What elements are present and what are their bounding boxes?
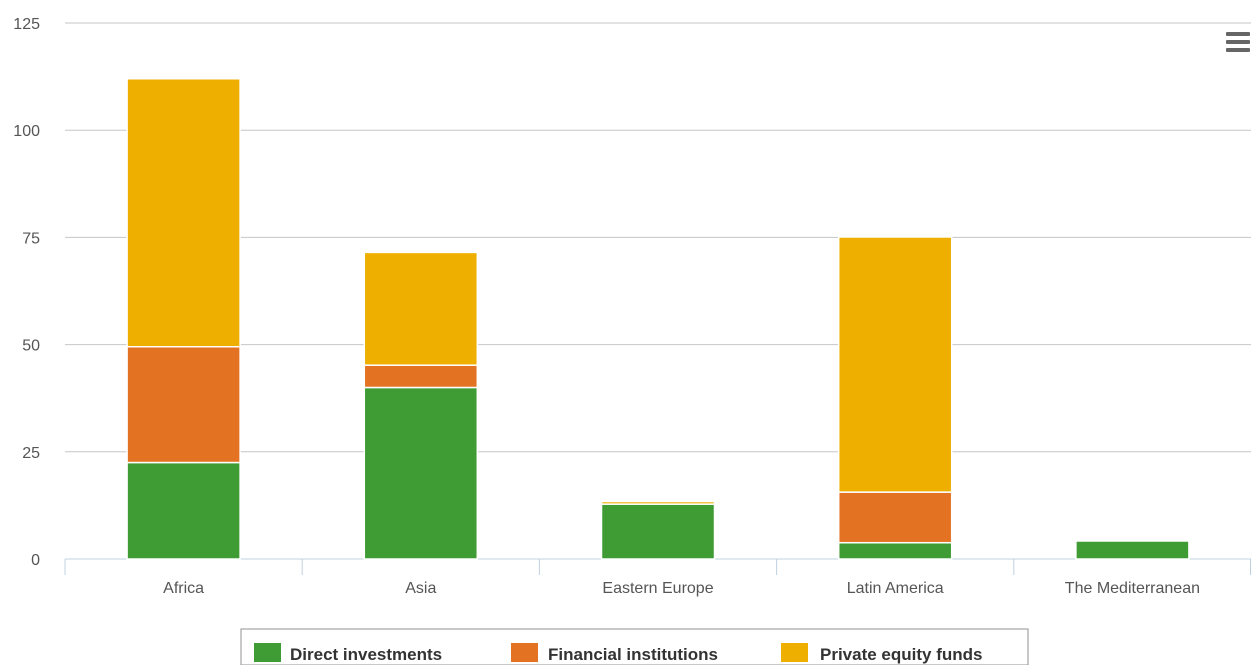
x-tick-label-asia: Asia [405,580,436,597]
bar-latin-america-financial-institutions[interactable] [839,492,952,543]
bar-eastern-europe-direct-investments[interactable] [602,504,715,559]
y-axis-tick-labels: 0 25 50 75 100 125 [13,16,40,569]
x-tick-label-eastern-europe: Eastern Europe [602,580,713,597]
x-tick-label-the-mediterranean: The Mediterranean [1065,580,1200,597]
y-tick-label-125: 125 [13,16,40,33]
bar-africa-direct-investments[interactable] [127,463,240,559]
y-tick-label-50: 50 [22,338,40,355]
bar-latin-america-direct-investments[interactable] [839,543,952,559]
legend: Direct investments Financial institution… [241,629,1028,665]
y-tick-label-75: 75 [22,230,40,247]
bars [127,79,1189,559]
bar-eastern-europe-private-equity-funds[interactable] [602,502,715,505]
legend-swatch-financial-institutions [511,643,538,662]
bar-africa-private-equity-funds[interactable] [127,79,240,347]
legend-label-direct-investments: Direct investments [290,645,442,664]
legend-swatch-direct-investments [254,643,281,662]
bar-asia-direct-investments[interactable] [364,387,477,559]
legend-label-private-equity-funds: Private equity funds [820,645,982,664]
bar-asia-private-equity-funds[interactable] [364,252,477,365]
x-axis-tick-labels: Africa Asia Eastern Europe Latin America The… [163,580,1200,597]
legend-label-financial-institutions: Financial institutions [548,645,718,664]
y-tick-label-100: 100 [13,123,40,140]
gridlines [65,23,1251,452]
bar-latin-america-private-equity-funds[interactable] [839,237,952,492]
bar-asia-financial-institutions[interactable] [364,365,477,387]
bar-africa-financial-institutions[interactable] [127,347,240,463]
y-tick-label-25: 25 [22,445,40,462]
x-tick-label-latin-america: Latin America [847,580,944,597]
bar-the-mediterranean-direct-investments[interactable] [1076,541,1189,559]
hamburger-menu-icon[interactable] [1222,28,1251,58]
legend-swatch-private-equity-funds [781,643,808,662]
x-axis [65,559,1251,575]
y-tick-label-0: 0 [31,552,40,569]
x-tick-label-africa: Africa [163,580,204,597]
